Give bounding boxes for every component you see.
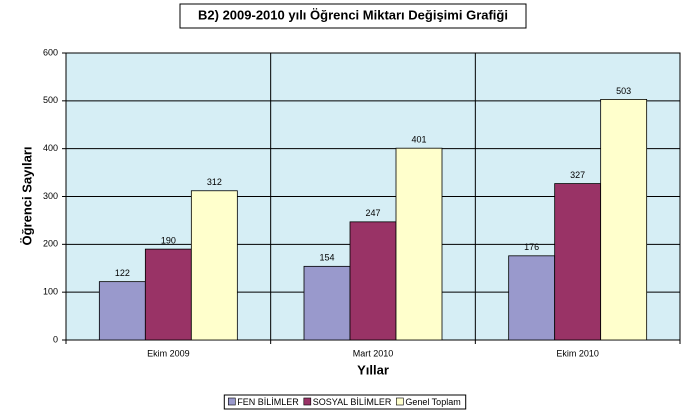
data-label: 327 bbox=[570, 170, 585, 180]
y-tick-label: 400 bbox=[43, 143, 58, 153]
data-label: 312 bbox=[207, 177, 222, 187]
legend-label: FEN BİLİMLER bbox=[237, 397, 299, 407]
y-tick-label: 200 bbox=[43, 239, 58, 249]
bar bbox=[190, 190, 238, 341]
data-label: 122 bbox=[115, 268, 130, 278]
legend-label: Genel Toplam bbox=[405, 397, 460, 407]
y-axis-label: Öğrenci Sayıları bbox=[19, 147, 34, 246]
x-tick-label: Ekim 2009 bbox=[147, 348, 190, 358]
legend-swatch bbox=[227, 397, 236, 406]
title-box bbox=[179, 3, 527, 29]
x-tick-label: Ekim 2010 bbox=[556, 348, 599, 358]
bar bbox=[303, 265, 351, 341]
y-tick-label: 300 bbox=[43, 191, 58, 201]
legend-swatch bbox=[396, 397, 404, 406]
y-tick-label: 600 bbox=[43, 47, 58, 57]
data-label: 503 bbox=[616, 86, 631, 96]
legend-box bbox=[223, 394, 467, 410]
bar bbox=[554, 183, 602, 341]
chart-title: B2) 2009-2010 yılı Öğrenci Miktarı Değiş… bbox=[198, 7, 508, 22]
y-tick-label: 0 bbox=[53, 334, 58, 344]
data-label: 401 bbox=[411, 135, 426, 145]
data-label: 190 bbox=[161, 235, 176, 245]
bar bbox=[395, 147, 443, 341]
bar bbox=[98, 281, 146, 341]
bar bbox=[600, 98, 648, 341]
y-tick-label: 500 bbox=[43, 95, 58, 105]
bar bbox=[144, 248, 192, 341]
bar bbox=[349, 221, 397, 341]
data-label: 176 bbox=[524, 242, 539, 252]
legend-swatch bbox=[303, 397, 312, 406]
x-axis-label: Yıllar bbox=[357, 362, 389, 377]
data-label: 247 bbox=[365, 208, 380, 218]
bar bbox=[508, 255, 556, 341]
data-label: 154 bbox=[319, 253, 334, 263]
x-tick-label: Mart 2010 bbox=[353, 348, 394, 358]
legend-label: SOSYAL BİLİMLER bbox=[313, 397, 392, 407]
y-tick-label: 100 bbox=[43, 287, 58, 297]
